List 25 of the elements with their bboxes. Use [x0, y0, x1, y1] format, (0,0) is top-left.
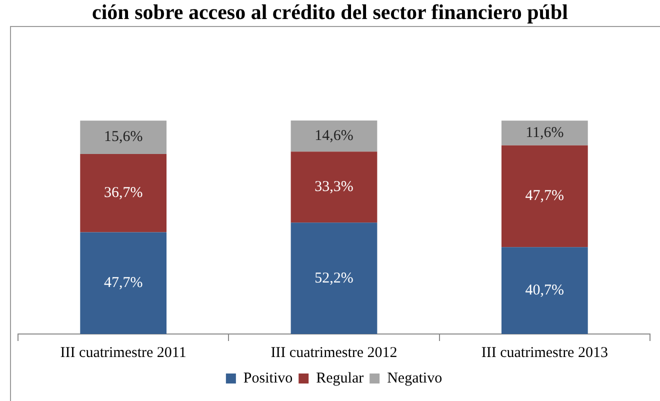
x-tick-label: III cuatrimestre 2011 [60, 344, 186, 361]
data-label: 52,2% [314, 270, 354, 286]
bar [501, 120, 588, 146]
legend-label: Positivo [243, 370, 293, 386]
bar [501, 247, 588, 334]
legend-label: Negativo [387, 370, 442, 386]
bar [80, 154, 167, 232]
data-label: 14,6% [314, 128, 354, 144]
x-tick-label: III cuatrimestre 2012 [270, 344, 398, 361]
bar [80, 232, 167, 334]
data-label: 11,6% [526, 124, 564, 141]
data-label: 36,7% [104, 185, 143, 202]
bar [290, 120, 378, 152]
bar [501, 145, 588, 248]
data-label: 47,7% [525, 188, 564, 204]
data-label: 47,7% [104, 275, 143, 292]
bar [290, 152, 378, 223]
bar [80, 120, 167, 154]
data-label: 40,7% [525, 282, 564, 299]
bar [290, 222, 378, 334]
chart-title: ción sobre acceso al crédito del sector financiero públ [91, 0, 569, 24]
data-label: 15,6% [104, 129, 143, 146]
x-tick-label: III cuatrimestre 2013 [481, 344, 608, 361]
legend-label: Regular [316, 370, 364, 386]
data-label: 33,3% [314, 179, 354, 196]
